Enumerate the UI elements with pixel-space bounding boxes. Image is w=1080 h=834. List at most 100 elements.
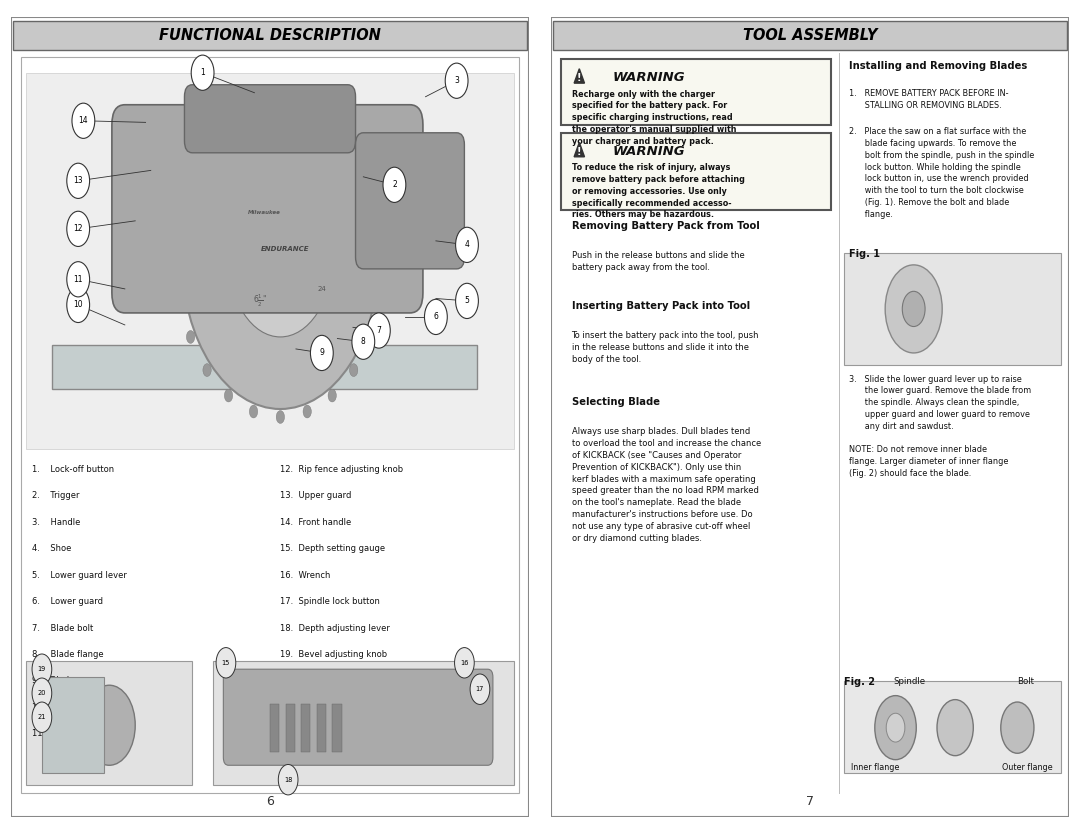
Text: 1.    Lock-off button: 1. Lock-off button: [31, 465, 113, 474]
Text: 2: 2: [392, 180, 396, 189]
Circle shape: [225, 112, 232, 124]
Bar: [333, 704, 341, 751]
Circle shape: [303, 96, 311, 108]
Circle shape: [352, 324, 375, 359]
Text: 18: 18: [284, 776, 293, 782]
Text: 21.  Bevel scale: 21. Bevel scale: [281, 703, 347, 712]
Text: 3: 3: [455, 76, 459, 85]
Text: 14: 14: [79, 116, 89, 125]
Text: Push in the release buttons and slide the
battery pack away from the tool.: Push in the release buttons and slide th…: [571, 251, 744, 272]
Bar: [52, 345, 477, 389]
Text: Fig. 2: Fig. 2: [843, 677, 875, 687]
Text: 4: 4: [464, 240, 470, 249]
Circle shape: [279, 765, 298, 795]
Circle shape: [456, 227, 478, 263]
Text: 8.    Blade flange: 8. Blade flange: [31, 650, 104, 659]
Circle shape: [249, 405, 258, 418]
Circle shape: [376, 292, 384, 304]
Text: 12.  Rip fence adjusting knob: 12. Rip fence adjusting knob: [281, 465, 404, 474]
Polygon shape: [575, 143, 584, 157]
Circle shape: [380, 250, 388, 264]
Text: !: !: [577, 147, 581, 157]
Bar: [26, 73, 514, 449]
Circle shape: [456, 284, 478, 319]
Circle shape: [187, 330, 194, 344]
Circle shape: [203, 138, 212, 150]
Text: 3.    Handle: 3. Handle: [31, 518, 80, 527]
Circle shape: [350, 138, 357, 150]
Text: Spindle: Spindle: [893, 677, 926, 686]
Text: 18.  Depth adjusting lever: 18. Depth adjusting lever: [281, 624, 390, 632]
Text: TOOL ASSEMBLY: TOOL ASSEMBLY: [743, 28, 877, 43]
Circle shape: [203, 364, 212, 376]
Text: 12: 12: [73, 224, 83, 234]
Text: 11.  Rip fence slot: 11. Rip fence slot: [31, 729, 107, 738]
Text: 1: 1: [200, 68, 205, 78]
Circle shape: [67, 211, 90, 247]
Circle shape: [455, 647, 474, 678]
Bar: [843, 253, 1062, 365]
Circle shape: [67, 287, 90, 323]
Circle shape: [67, 262, 90, 297]
Text: Always use sharp blades. Dull blades tend
to overload the tool and increase the : Always use sharp blades. Dull blades ten…: [571, 427, 760, 543]
Text: 6.    Lower guard: 6. Lower guard: [31, 597, 103, 606]
Circle shape: [83, 686, 135, 766]
Text: WARNING: WARNING: [613, 71, 686, 84]
Text: !: !: [577, 73, 581, 83]
FancyBboxPatch shape: [562, 133, 831, 210]
FancyBboxPatch shape: [22, 57, 518, 793]
Circle shape: [376, 209, 384, 222]
Text: To reduce the risk of injury, always
remove battery pack before attaching
or rem: To reduce the risk of injury, always rem…: [571, 163, 744, 219]
Circle shape: [67, 163, 90, 198]
Circle shape: [191, 55, 214, 90]
Circle shape: [445, 63, 468, 98]
Bar: [213, 661, 514, 786]
Circle shape: [216, 647, 235, 678]
Ellipse shape: [937, 700, 973, 756]
Circle shape: [875, 696, 916, 760]
Text: 1.   REMOVE BATTERY PACK BEFORE IN-
      STALLING OR REMOVING BLADES.: 1. REMOVE BATTERY PACK BEFORE IN- STALLI…: [849, 88, 1009, 109]
Text: Installing and Removing Blades: Installing and Removing Blades: [849, 61, 1027, 71]
Text: Milwaukee: Milwaukee: [248, 210, 281, 215]
Circle shape: [303, 405, 311, 418]
Circle shape: [268, 237, 294, 277]
Text: Outer flange: Outer flange: [1002, 762, 1052, 771]
Text: 11: 11: [73, 274, 83, 284]
Bar: [42, 677, 104, 773]
Text: Removing Battery Pack from Tool: Removing Battery Pack from Tool: [571, 221, 759, 231]
Circle shape: [225, 389, 232, 402]
Text: 2.   Place the saw on a flat surface with the
      blade facing upwards. To rem: 2. Place the saw on a flat surface with …: [849, 127, 1035, 219]
Circle shape: [886, 265, 942, 353]
Text: Inner flange: Inner flange: [851, 762, 900, 771]
Circle shape: [229, 177, 333, 337]
Text: 7.    Blade bolt: 7. Blade bolt: [31, 624, 93, 632]
Circle shape: [176, 292, 185, 304]
Circle shape: [173, 250, 180, 264]
FancyBboxPatch shape: [355, 133, 464, 269]
Text: 13: 13: [73, 176, 83, 185]
Text: 10: 10: [73, 300, 83, 309]
Circle shape: [32, 678, 52, 708]
Text: 2.    Trigger: 2. Trigger: [31, 491, 79, 500]
Text: Fig. 1: Fig. 1: [849, 249, 880, 259]
Circle shape: [72, 103, 95, 138]
Circle shape: [383, 167, 406, 203]
Text: 16: 16: [460, 660, 469, 666]
Text: 7: 7: [806, 795, 814, 807]
Text: 5.    Lower guard lever: 5. Lower guard lever: [31, 570, 126, 580]
FancyBboxPatch shape: [11, 17, 529, 817]
Text: 20: 20: [38, 691, 46, 696]
FancyBboxPatch shape: [112, 105, 423, 313]
Text: 24: 24: [318, 286, 326, 292]
Text: 17: 17: [476, 686, 484, 692]
Text: Inserting Battery Pack into Tool: Inserting Battery Pack into Tool: [571, 301, 750, 311]
Text: 5: 5: [464, 296, 470, 305]
Circle shape: [470, 674, 490, 705]
Text: 3.   Slide the lower guard lever up to raise
      the lower guard. Remove the b: 3. Slide the lower guard lever up to rai…: [849, 374, 1031, 478]
Text: 15.  Depth setting gauge: 15. Depth setting gauge: [281, 545, 386, 553]
Circle shape: [366, 330, 375, 344]
Text: To insert the battery pack into the tool, push
in the release buttons and slide : To insert the battery pack into the tool…: [571, 331, 759, 364]
Circle shape: [366, 170, 375, 183]
Circle shape: [32, 654, 52, 685]
Circle shape: [328, 112, 336, 124]
